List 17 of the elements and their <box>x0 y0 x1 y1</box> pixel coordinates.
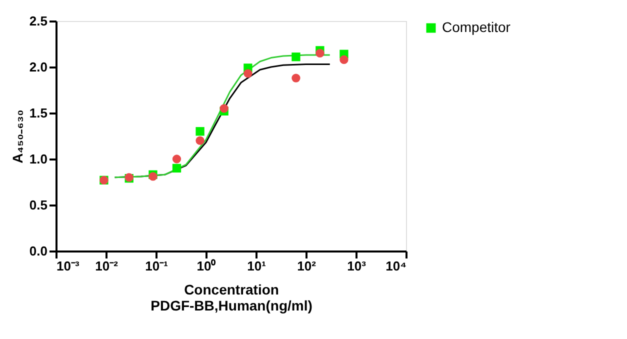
x-tick-label: 10⁻³ <box>56 258 80 274</box>
x-tick-label: 10² <box>297 258 317 274</box>
y-tick-label: 1.0 <box>29 152 48 166</box>
y-tick-label: 2.5 <box>29 14 48 28</box>
y-tick-label: 1.5 <box>29 106 48 120</box>
y-tick-label: 2.0 <box>29 60 48 74</box>
y-axis-title: A₄₅₀₋₆₃₀ <box>9 110 26 164</box>
x-tick-label: 10¹ <box>247 258 266 274</box>
y-tick-label: 0.0 <box>29 244 48 258</box>
x-tick-label: 10⁴ <box>386 258 406 274</box>
x-axis-title: Concentration PDGF-BB,Human(ng/ml) <box>150 282 312 314</box>
y-tick-label: 0.5 <box>29 198 48 212</box>
legend-label: Competitor <box>442 19 511 35</box>
x-tick-label: 10⁻² <box>95 258 119 274</box>
x-tick-label: 10³ <box>347 258 367 274</box>
x-tick-label: 10⁰ <box>196 258 216 274</box>
x-tick-label: 10⁻¹ <box>145 258 168 274</box>
